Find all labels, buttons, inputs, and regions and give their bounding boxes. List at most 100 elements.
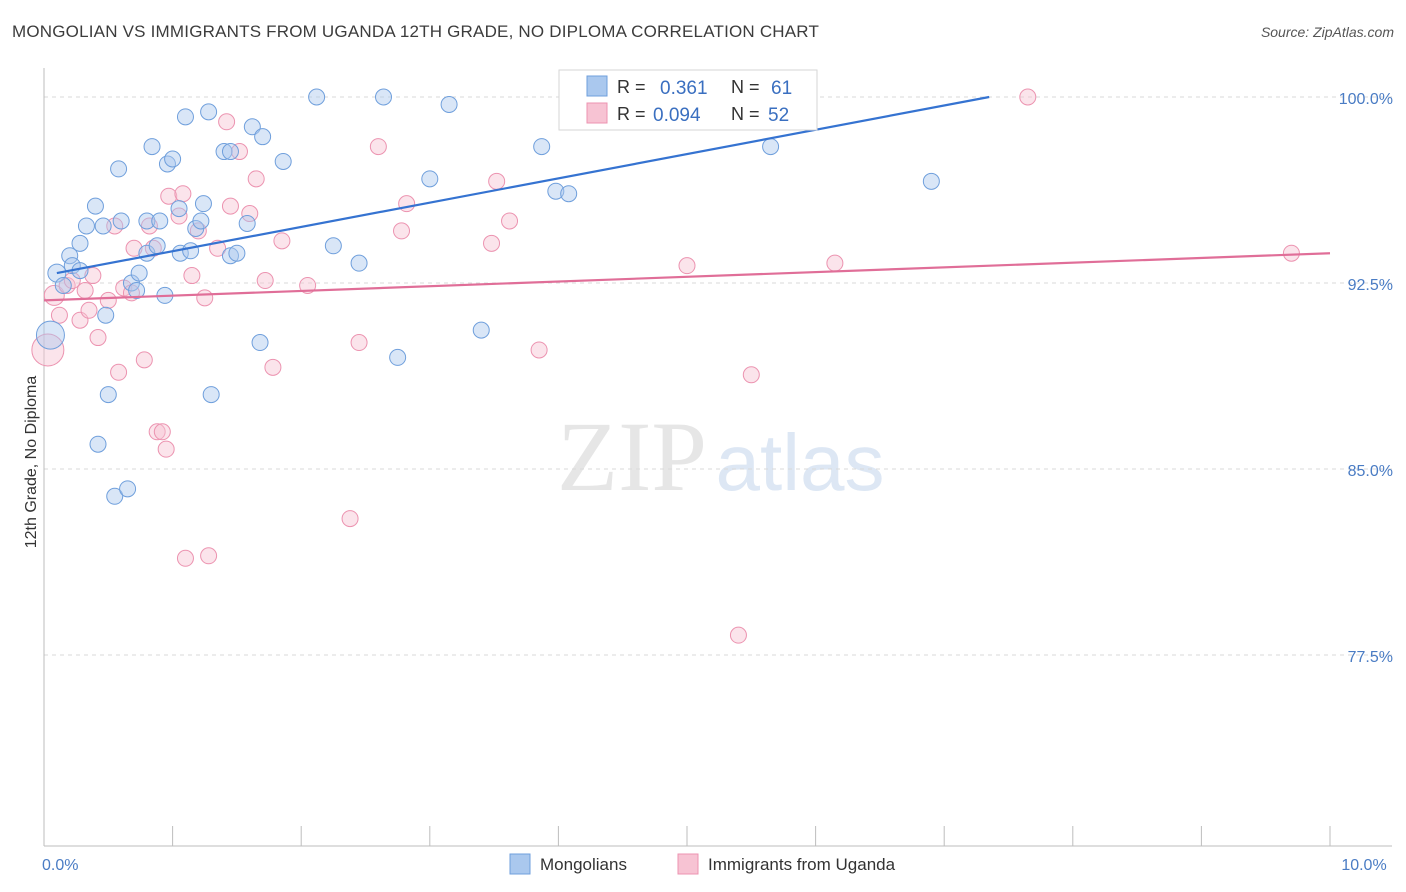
mongolians-point (71, 234, 89, 252)
uganda-point (488, 172, 506, 190)
mongolians-point (97, 306, 115, 324)
chart-title: MONGOLIAN VS IMMIGRANTS FROM UGANDA 12TH… (12, 22, 820, 41)
mongolians-point (228, 244, 246, 262)
legend-uganda-swatch (677, 853, 699, 875)
source-note: Source: ZipAtlas.com (1260, 24, 1394, 40)
mongolians-point (324, 237, 342, 255)
uganda-point (148, 423, 166, 441)
uganda-point (135, 351, 153, 369)
stats-r-value-blue: 0.361 (660, 78, 708, 99)
mongolians-point (138, 212, 156, 230)
mongolians-point (440, 95, 458, 113)
uganda-point (76, 281, 94, 299)
mongolians-point (375, 88, 393, 106)
uganda-point (256, 272, 274, 290)
stats-n-label-blue: N = (731, 77, 760, 97)
stats-legend-pink-swatch (586, 102, 608, 124)
uganda-point (393, 222, 411, 240)
uganda-point (80, 301, 98, 319)
mongolians-point (533, 138, 551, 156)
uganda-point (350, 334, 368, 352)
mongolians-point (143, 138, 161, 156)
gridlines (44, 96, 1392, 656)
stats-legend-blue-swatch (586, 75, 608, 97)
y-axis-label: 12th Grade, No Diploma (23, 376, 40, 549)
y-tick-labels: 100.0% 92.5% 85.0% 77.5% (1339, 91, 1393, 666)
uganda-point (110, 363, 128, 381)
series-legend: Mongolians Immigrants from Uganda (509, 853, 896, 875)
mongolians-point (158, 155, 176, 173)
uganda-point (483, 234, 501, 252)
uganda-point (200, 547, 218, 565)
uganda-point (678, 257, 696, 275)
uganda-point (1019, 88, 1037, 106)
uganda-point (742, 366, 760, 384)
mongolians-point (130, 264, 148, 282)
uganda-point (170, 207, 188, 225)
uganda-point (153, 423, 171, 441)
mongolians-point (148, 237, 166, 255)
uganda-point (160, 187, 178, 205)
mongolians-point (762, 138, 780, 156)
mongolians-point (128, 281, 146, 299)
watermark: ZIP atlas (557, 401, 884, 512)
stats-n-label-pink: N = (731, 104, 760, 124)
stats-r-value-pink: 0.094 (653, 105, 701, 126)
x-tick-label: 0.0% (42, 857, 78, 874)
mongolians-point (61, 247, 79, 265)
mongolians-point (112, 212, 130, 230)
stats-r-label-blue: R = (617, 77, 646, 97)
uganda-point (501, 212, 519, 230)
watermark-atlas: atlas (716, 418, 885, 507)
uganda-point (84, 267, 102, 285)
trend-lines (43, 95, 1331, 302)
uganda-point (176, 549, 194, 567)
uganda-point (218, 113, 236, 131)
uganda-point (31, 333, 65, 367)
watermark-zip: ZIP (557, 401, 707, 512)
uganda-point (89, 329, 107, 347)
mongolians-point (238, 214, 256, 232)
mongolians-point (560, 185, 578, 203)
axes (43, 68, 1392, 847)
uganda-point (247, 170, 265, 188)
legend-mongolians-swatch (509, 853, 531, 875)
y-tick-label: 77.5% (1348, 649, 1393, 666)
uganda-point (174, 185, 192, 203)
mongolians-point (922, 172, 940, 190)
mongolians-point (151, 212, 169, 230)
mongolians-point (202, 386, 220, 404)
mongolians-point (243, 118, 261, 136)
uganda-point (729, 626, 747, 644)
legend-mongolians-label: Mongolians (540, 855, 627, 874)
uganda-trend-line (43, 252, 1331, 302)
uganda-point (50, 306, 68, 324)
mongolians-point (106, 487, 124, 505)
mongolians-point (110, 160, 128, 178)
uganda-point (230, 143, 248, 161)
uganda-point (826, 254, 844, 272)
uganda-point (140, 217, 158, 235)
y-tick-label: 92.5% (1348, 277, 1393, 294)
mongolians-point (119, 480, 137, 498)
mongolians-point (215, 143, 233, 161)
mongolians-point (99, 386, 117, 404)
mongolians-point (89, 435, 107, 453)
uganda-point (157, 440, 175, 458)
mongolians-point (176, 108, 194, 126)
mongolians-point (274, 152, 292, 170)
mongolians-point (350, 254, 368, 272)
x-tick-labels: 0.0% 10.0% (42, 857, 1387, 874)
mongolians-point (194, 195, 212, 213)
mongolians-point (547, 182, 565, 200)
mongolians-point (254, 128, 272, 146)
uganda-point (264, 358, 282, 376)
uganda-point (189, 222, 207, 240)
mongolians-point (200, 103, 218, 121)
mongolians-point (389, 348, 407, 366)
mongolians-trend-line (56, 95, 990, 275)
uganda-point (398, 195, 416, 213)
uganda-point (369, 138, 387, 156)
uganda-point (58, 276, 76, 294)
